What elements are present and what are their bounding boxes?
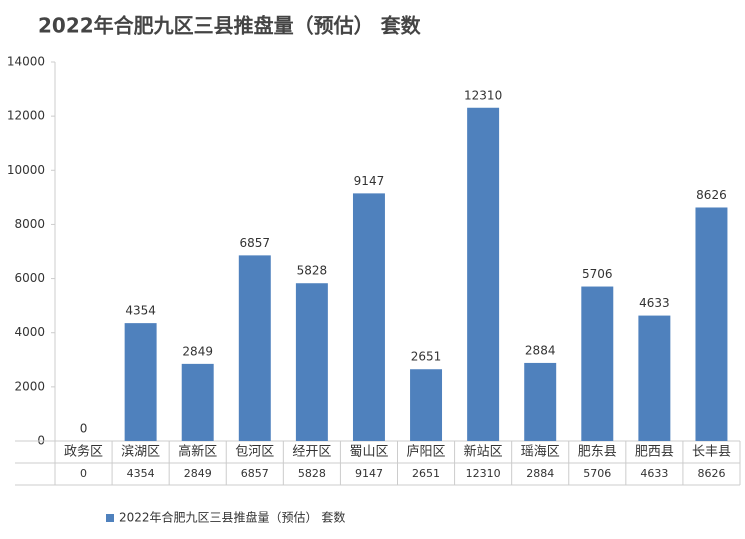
y-tick-label: 6000 [14, 271, 45, 285]
data-label: 5828 [297, 264, 328, 278]
table-value: 12310 [466, 467, 501, 480]
x-tick-label: 包河区 [235, 445, 274, 460]
x-tick-label: 蜀山区 [349, 445, 388, 460]
data-label: 0 [80, 422, 88, 436]
data-label: 4354 [125, 304, 156, 318]
x-tick-label: 高新区 [178, 444, 217, 460]
data-label: 5706 [582, 267, 613, 281]
bar [581, 286, 614, 441]
bar [467, 107, 500, 441]
y-tick-label: 8000 [14, 217, 45, 231]
table-value: 6857 [241, 467, 269, 480]
legend-label: 2022年合肥九区三县推盘量（预估） 套数 [119, 510, 345, 525]
bar [238, 255, 271, 441]
x-tick-label: 政务区 [64, 444, 103, 460]
data-label: 12310 [464, 88, 502, 102]
bar [638, 315, 671, 441]
bar [695, 207, 728, 441]
table-value: 8626 [697, 467, 725, 480]
x-tick-label: 长丰县 [692, 445, 731, 460]
x-tick-label: 滨湖区 [121, 444, 160, 460]
y-tick-label: 10000 [7, 163, 45, 177]
data-label: 9147 [354, 174, 385, 188]
bar [352, 193, 385, 441]
legend-swatch [106, 514, 114, 522]
table-value: 5706 [583, 467, 611, 480]
table-value: 9147 [355, 467, 383, 480]
table-value: 2884 [526, 467, 554, 480]
data-label: 4633 [639, 296, 670, 310]
table-value: 5828 [298, 467, 326, 480]
data-label: 2884 [525, 343, 556, 357]
table-value: 2849 [184, 467, 212, 480]
bar [524, 362, 557, 441]
table-value: 4354 [127, 467, 155, 480]
data-label: 6857 [240, 236, 271, 250]
x-tick-label: 肥西县 [635, 445, 674, 460]
y-tick-label: 4000 [14, 325, 45, 339]
bar [181, 363, 214, 441]
x-tick-label: 新站区 [464, 444, 503, 460]
x-tick-label: 肥东县 [578, 445, 617, 460]
data-label: 2849 [182, 344, 213, 358]
bar [410, 369, 443, 441]
table-value: 4633 [640, 467, 668, 480]
data-label: 8626 [696, 188, 727, 202]
y-tick-label: 14000 [7, 55, 45, 69]
bar [124, 323, 157, 441]
table-value: 2651 [412, 467, 440, 480]
x-tick-label: 庐阳区 [407, 445, 446, 460]
x-tick-label: 经开区 [292, 445, 331, 460]
x-tick-label: 瑶海区 [521, 445, 560, 460]
chart-title: 2022年合肥九区三县推盘量（预估） 套数 [38, 14, 422, 38]
bar [295, 283, 328, 441]
data-label: 2651 [411, 350, 442, 364]
table-value: 0 [80, 467, 87, 480]
y-tick-label: 12000 [7, 109, 45, 123]
y-tick-label: 2000 [14, 379, 45, 393]
